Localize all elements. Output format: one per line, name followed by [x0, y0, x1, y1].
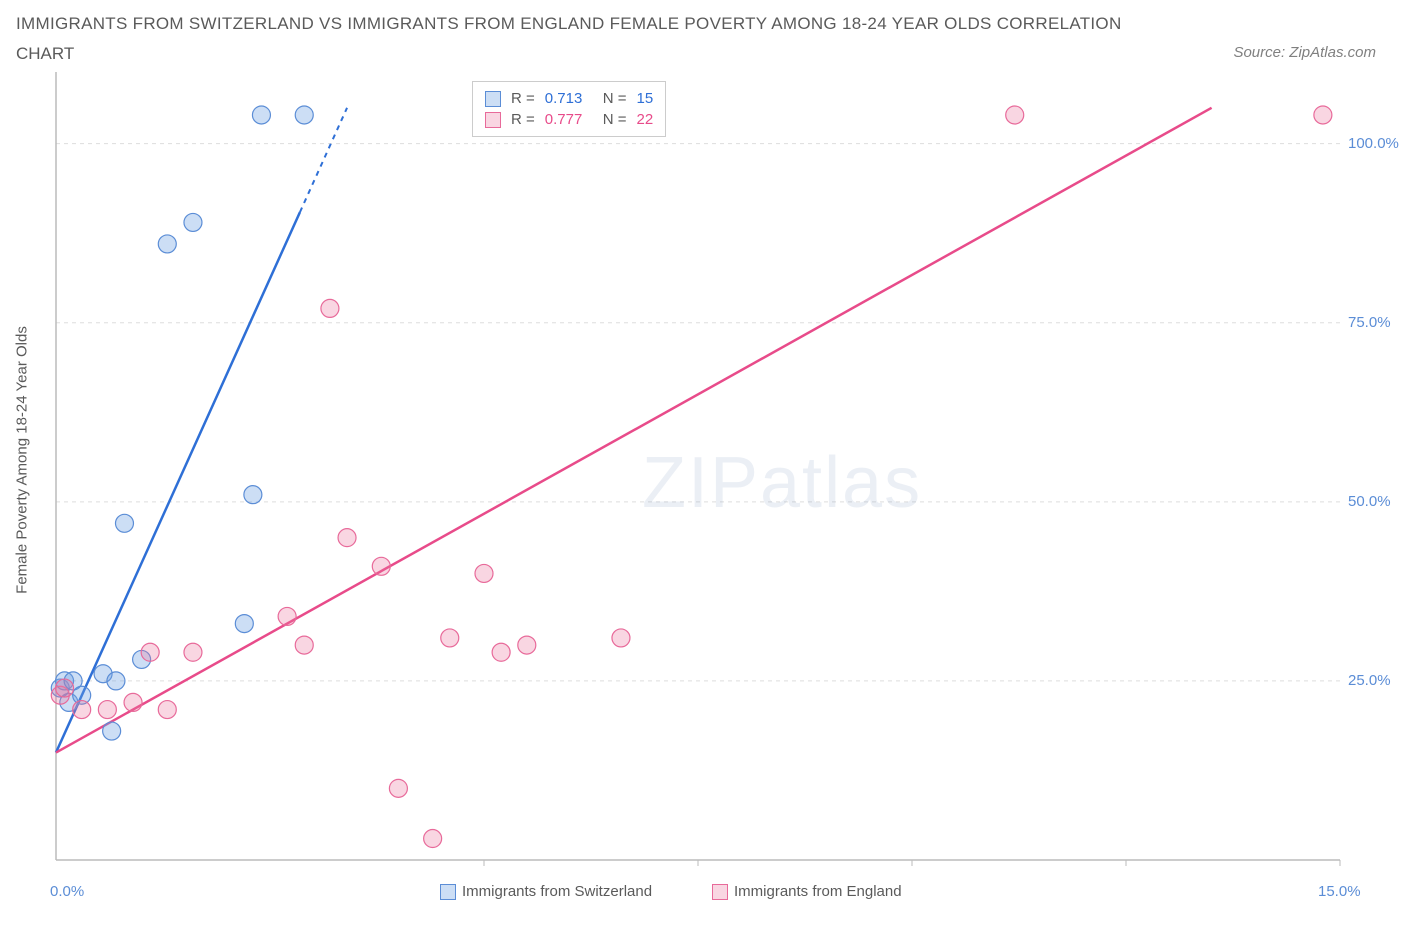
scatter-chart — [52, 72, 1342, 872]
r-label: R = — [511, 90, 535, 107]
series-legend-item: Immigrants from England — [712, 883, 902, 900]
series-legend-label: Immigrants from Switzerland — [462, 883, 652, 900]
source-label: Source: ZipAtlas.com — [1233, 44, 1376, 61]
n-value: 15 — [637, 90, 654, 107]
chart-title: IMMIGRANTS FROM SWITZERLAND VS IMMIGRANT… — [16, 14, 1122, 34]
y-axis-label: Female Poverty Among 18-24 Year Olds — [14, 326, 31, 594]
y-tick-label: 75.0% — [1348, 314, 1391, 331]
correlation-legend-row: R = 0.713 N = 15 — [485, 88, 653, 109]
r-label: R = — [511, 111, 535, 128]
correlation-legend: R = 0.713 N = 15 R = 0.777 N = 22 — [472, 81, 666, 137]
series-legend-item: Immigrants from Switzerland — [440, 883, 652, 900]
correlation-legend-row: R = 0.777 N = 22 — [485, 109, 653, 130]
legend-swatch — [485, 112, 501, 128]
n-label: N = — [603, 90, 627, 107]
x-tick-label: 15.0% — [1318, 883, 1361, 900]
x-tick-label: 0.0% — [50, 883, 84, 900]
y-tick-label: 50.0% — [1348, 493, 1391, 510]
legend-swatch — [485, 91, 501, 107]
n-label: N = — [603, 111, 627, 128]
r-value: 0.777 — [545, 111, 593, 128]
series-legend-label: Immigrants from England — [734, 883, 902, 900]
y-tick-label: 25.0% — [1348, 672, 1391, 689]
r-value: 0.713 — [545, 90, 593, 107]
chart-subtitle: CHART — [16, 44, 74, 64]
legend-swatch — [440, 884, 456, 900]
legend-swatch — [712, 884, 728, 900]
n-value: 22 — [637, 111, 654, 128]
y-tick-label: 100.0% — [1348, 135, 1399, 152]
plot-area: ZIPatlas R =0.713N =15R =0.777N =22 25.0… — [52, 72, 1342, 872]
